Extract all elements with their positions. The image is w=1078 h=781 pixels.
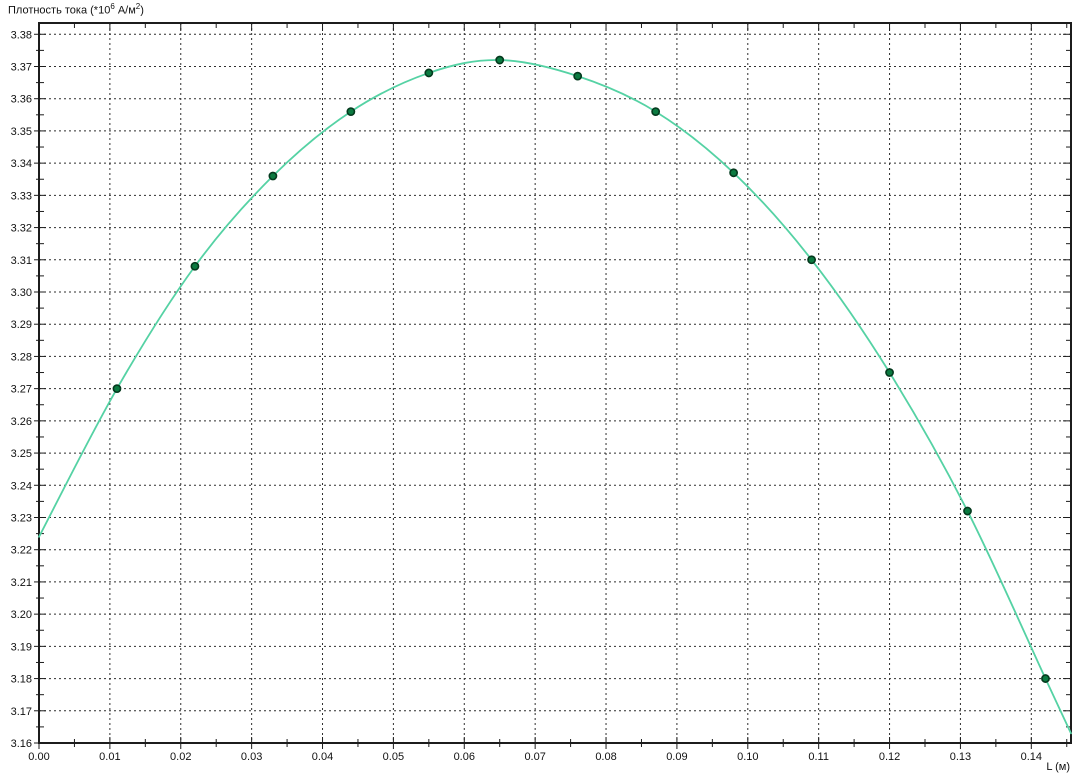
x-axis-label: L (м) [1046,761,1070,773]
y-tick-label: 3.20 [11,609,32,621]
x-tick-label: 0.11 [808,751,829,763]
x-tick-label: 0.00 [28,751,49,763]
data-point-marker [729,168,739,178]
y-axis-title-text: Плотность тока (*10 [8,4,111,17]
y-tick-label: 3.36 [11,94,32,106]
data-point-marker [190,261,200,271]
y-tick-label: 3.26 [11,416,32,428]
x-tick-label: 0.01 [99,751,120,763]
y-axis-title: Плотность тока (*106 А/м2) [8,2,144,17]
y-tick-label: 3.29 [11,319,32,331]
x-tick-label: 0.05 [383,751,404,763]
x-tick-label: 0.12 [879,751,900,763]
y-tick-label: 3.17 [11,706,32,718]
y-axis-title-suffix: ) [140,4,144,17]
data-point-marker [807,255,816,265]
y-axis-title-sup-6: 6 [110,2,115,11]
y-axis-title-mid: А/м [114,4,136,17]
x-tick-label: 0.04 [312,751,333,763]
y-tick-label: 3.30 [11,287,32,299]
x-tick-label: 0.07 [524,751,545,763]
y-tick-label: 3.24 [11,480,32,492]
y-tick-label: 3.33 [11,190,32,202]
data-point-marker [495,55,505,65]
series-line [38,59,1072,735]
data-point-marker [651,107,661,116]
y-tick-label: 3.38 [11,29,32,41]
y-tick-label: 3.19 [11,641,32,653]
x-tick-label: 0.06 [454,751,475,763]
y-tick-label: 3.31 [11,255,32,267]
plot-frame [38,22,1072,744]
y-tick-label: 3.16 [11,738,32,750]
data-point-marker [885,368,894,377]
data-point-marker [1041,674,1050,683]
x-tick-label: 0.08 [595,751,616,763]
x-tick-label: 0.13 [950,751,971,763]
y-tick-label: 3.28 [11,351,32,363]
data-point-marker [268,171,278,181]
data-point-marker [346,107,356,116]
x-tick-label: 0.09 [666,751,687,763]
data-point-marker [112,384,122,394]
data-point-marker [573,71,583,81]
x-tick-label: 0.14 [1021,751,1042,763]
y-tick-label: 3.22 [11,545,32,557]
data-point-marker [963,506,972,516]
data-point-marker [424,68,434,78]
y-tick-label: 3.25 [11,448,32,460]
x-tick-label: 0.03 [241,751,262,763]
y-tick-label: 3.23 [11,512,32,524]
y-tick-label: 3.18 [11,674,32,686]
y-tick-label: 3.27 [11,384,32,396]
y-tick-label: 3.37 [11,61,32,73]
x-tick-label: 0.02 [170,751,191,763]
y-tick-label: 3.21 [11,577,32,589]
y-tick-label: 3.35 [11,126,32,138]
y-axis-title-sup-2: 2 [135,2,141,11]
x-tick-label: 0.10 [737,751,758,763]
y-tick-label: 3.34 [11,158,32,170]
y-tick-label: 3.32 [11,223,32,235]
